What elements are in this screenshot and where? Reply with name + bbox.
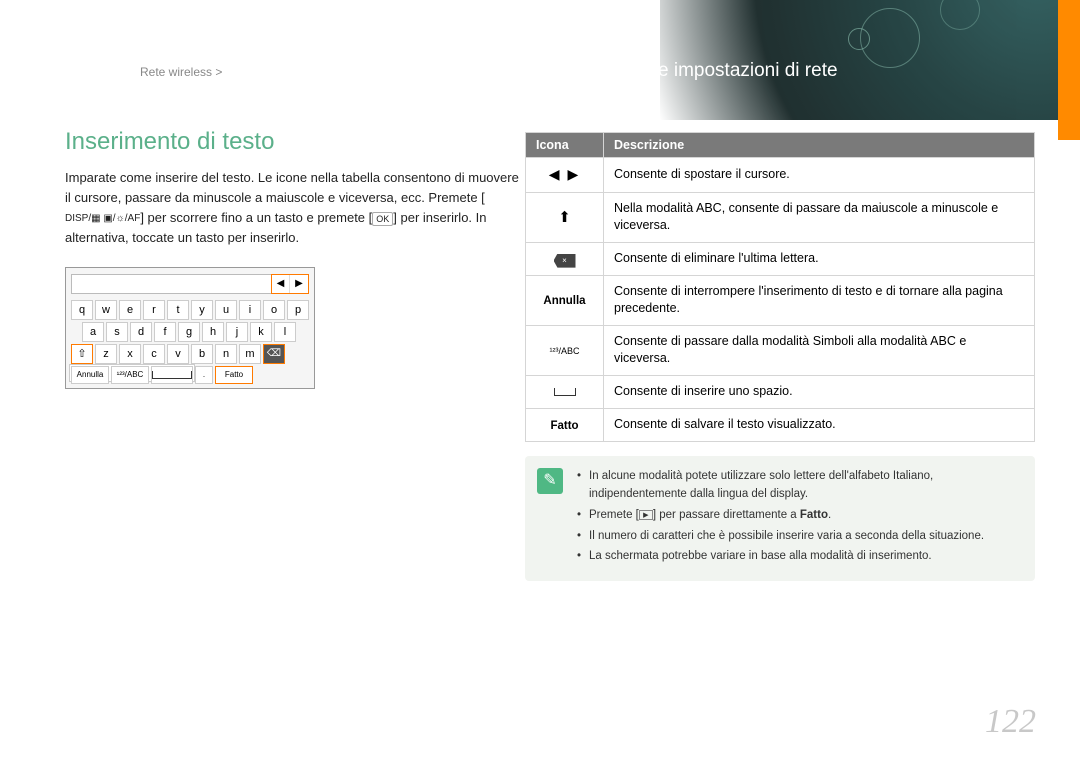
table-row: Consente di inserire uno spazio. [526,375,1035,408]
kbd-key-z: z [95,344,117,364]
kbd-key-s: s [106,322,128,342]
kbd-key-e: e [119,300,141,320]
page-title: Connessione a una rete Wi-Fi e configura… [227,60,837,81]
icon-cell [526,375,604,408]
icon-cell: Annulla [526,275,604,325]
kbd-key-q: q [71,300,93,320]
desc-cell: Consente di inserire uno spazio. [604,375,1035,408]
desc-cell: Consente di passare dalla modalità Simbo… [604,325,1035,375]
kbd-highlight-group: Annulla ¹²³/ABC [69,364,195,382]
left-column: Inserimento di testo Imparate come inser… [65,128,525,389]
kbd-key-a: a [82,322,104,342]
section-title: Inserimento di testo [65,128,525,156]
kbd-key-h: h [202,322,224,342]
desc-cell: Consente di salvare il testo visualizzat… [604,408,1035,441]
space-key [151,366,193,384]
kbd-row: asdfghjkl [71,322,309,342]
right-column: Icona Descrizione ◀ ▶Consente di spostar… [525,132,1035,581]
kbd-key-y: y [191,300,213,320]
note-item: In alcune modalità potete utilizzare sol… [577,468,1021,504]
arrow-left-icon: ◀ [272,275,290,293]
kbd-key-k: k [250,322,272,342]
kbd-key-v: v [167,344,189,364]
note-item: Il numero di caratteri che è possibile i… [577,528,1021,546]
kbd-key-f: f [154,322,176,342]
kbd-key-m: m [239,344,261,364]
icon-cell: Fatto [526,408,604,441]
kbd-cursor-arrows: ◀ ▶ [271,274,309,294]
backspace-key: ⌫ [263,344,285,364]
kbd-text-field [72,275,271,293]
kbd-key-w: w [95,300,117,320]
icon-cell: ⬆ [526,192,604,242]
table-row: ×Consente di eliminare l'ultima lettera. [526,242,1035,275]
para-text: Imparate come inserire del testo. Le ico… [65,170,519,205]
kbd-key-d: d [130,322,152,342]
para-text: ] per scorrere fino a un tasto e premete… [140,210,372,225]
kbd-key-u: u [215,300,237,320]
note-box: ✎ In alcune modalità potete utilizzare s… [525,456,1035,581]
arrow-right-icon: ▶ [290,275,308,293]
kbd-key-r: r [143,300,165,320]
table-row: ◀ ▶Consente di spostare il cursore. [526,158,1035,193]
dot-key: . [195,366,213,384]
table-row: ¹²³/ABCConsente di passare dalla modalit… [526,325,1035,375]
table-row: ⬆Nella modalità ABC, consente di passare… [526,192,1035,242]
annulla-key: Annulla [71,366,109,384]
desc-cell: Consente di eliminare l'ultima lettera. [604,242,1035,275]
bg-circle [940,0,980,30]
kbd-key-o: o [263,300,285,320]
kbd-key-i: i [239,300,261,320]
icon-cell: ¹²³/ABC [526,325,604,375]
kbd-key-j: j [226,322,248,342]
kbd-row: qwertyuiop [71,300,309,320]
intro-paragraph: Imparate come inserire del testo. Le ico… [65,168,525,249]
note-item: Premete [▶] per passare direttamente a F… [577,507,1021,525]
kbd-key-c: c [143,344,165,364]
col-descrizione: Descrizione [604,133,1035,158]
desc-cell: Consente di interrompere l'inserimento d… [604,275,1035,325]
kbd-row: ⇧ zxcvbnm ⌫ [71,344,309,364]
keyboard-illustration: ◀ ▶ qwertyuiop asdfghjkl ⇧ zxcvbnm ⌫ Ann… [65,267,315,389]
accent-bar [1058,0,1080,140]
shift-key: ⇧ [71,344,93,364]
icon-description-table: Icona Descrizione ◀ ▶Consente di spostar… [525,132,1035,442]
fatto-key: Fatto [215,366,253,384]
content-area: Inserimento di testo Imparate come inser… [65,128,1035,581]
manual-page: Rete wireless > Connessione a una rete W… [0,0,1080,765]
kbd-row-keys: zxcvbnm [95,344,261,364]
kbd-key-l: l [274,322,296,342]
kbd-key-t: t [167,300,189,320]
desc-cell: Nella modalità ABC, consente di passare … [604,192,1035,242]
table-row: AnnullaConsente di interrompere l'inseri… [526,275,1035,325]
kbd-display: ◀ ▶ [71,274,309,294]
note-item: La schermata potrebbe variare in base al… [577,548,1021,566]
table-row: FattoConsente di salvare il testo visual… [526,408,1035,441]
kbd-key-n: n [215,344,237,364]
icon-cell: × [526,242,604,275]
icon-cell: ◀ ▶ [526,158,604,193]
col-icona: Icona [526,133,604,158]
breadcrumb: Rete wireless > [140,65,222,79]
disp-icon: DISP/▦ ▣/☼/AF [65,211,140,227]
kbd-key-b: b [191,344,213,364]
bg-circle [848,28,870,50]
play-icon: ▶ [639,510,653,520]
kbd-key-p: p [287,300,309,320]
kbd-bottom-row: Annulla ¹²³/ABC . Fatto [71,366,309,384]
ok-icon: OK [372,212,393,226]
desc-cell: Consente di spostare il cursore. [604,158,1035,193]
kbd-key-x: x [119,344,141,364]
abc-key: ¹²³/ABC [111,366,149,384]
kbd-key-g: g [178,322,200,342]
note-list: In alcune modalità potete utilizzare sol… [577,468,1021,566]
page-header: Rete wireless > Connessione a una rete W… [140,60,838,82]
pen-icon: ✎ [537,468,563,494]
page-number: 122 [985,703,1036,741]
table-header-row: Icona Descrizione [526,133,1035,158]
